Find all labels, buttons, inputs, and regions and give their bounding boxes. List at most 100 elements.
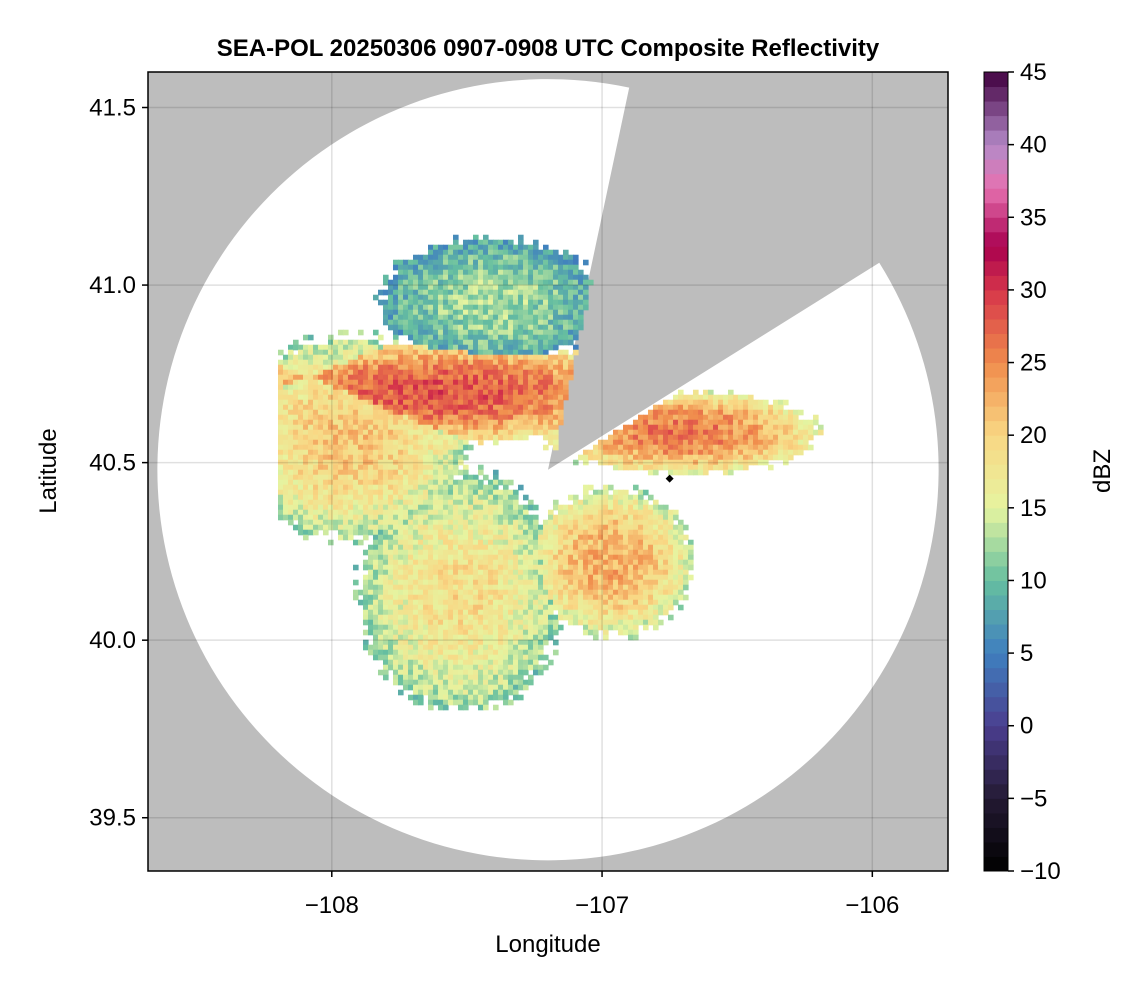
echo-pixel (503, 284, 509, 291)
echo-pixel (358, 539, 364, 546)
echo-pixel (428, 449, 434, 456)
echo-pixel (678, 409, 684, 416)
echo-pixel (593, 619, 599, 626)
echo-pixel (348, 444, 354, 451)
echo-pixel (578, 549, 584, 556)
echo-pixel (443, 694, 449, 701)
echo-pixel (398, 489, 404, 496)
echo-pixel (508, 664, 514, 671)
echo-pixel (488, 434, 494, 441)
echo-pixel (373, 394, 379, 401)
echo-pixel (463, 349, 469, 356)
echo-pixel (448, 379, 454, 386)
echo-pixel (498, 254, 504, 261)
echo-pixel (473, 279, 479, 286)
echo-pixel (363, 574, 369, 581)
echo-pixel (498, 329, 504, 336)
echo-pixel (368, 584, 374, 591)
echo-pixel (698, 464, 704, 471)
echo-pixel (618, 544, 624, 551)
echo-pixel (403, 349, 409, 356)
echo-pixel (433, 694, 439, 701)
echo-pixel (528, 559, 534, 566)
echo-pixel (598, 449, 604, 456)
echo-pixel (433, 444, 439, 451)
echo-pixel (513, 609, 519, 616)
echo-pixel (683, 444, 689, 451)
echo-pixel (278, 504, 284, 511)
echo-pixel (398, 619, 404, 626)
echo-pixel (418, 349, 424, 356)
echo-pixel (463, 324, 469, 331)
echo-pixel (533, 544, 539, 551)
echo-pixel (643, 564, 649, 571)
echo-pixel (543, 404, 549, 411)
echo-pixel (403, 474, 409, 481)
echo-pixel (388, 584, 394, 591)
echo-pixel (708, 409, 714, 416)
echo-pixel (383, 304, 389, 311)
echo-pixel (403, 549, 409, 556)
echo-pixel (478, 354, 484, 361)
echo-pixel (358, 329, 364, 336)
echo-pixel (518, 279, 524, 286)
echo-pixel (543, 584, 549, 591)
echo-pixel (328, 434, 334, 441)
echo-pixel (683, 524, 689, 531)
echo-pixel (373, 359, 379, 366)
echo-pixel (378, 504, 384, 511)
echo-pixel (548, 394, 554, 401)
echo-pixel (508, 564, 514, 571)
echo-pixel (538, 639, 544, 646)
echo-pixel (508, 524, 514, 531)
echo-pixel (353, 539, 359, 546)
echo-pixel (498, 354, 504, 361)
echo-pixel (388, 539, 394, 546)
echo-pixel (443, 489, 449, 496)
echo-pixel (438, 634, 444, 641)
echo-pixel (573, 349, 579, 356)
echo-pixel (283, 449, 289, 456)
echo-pixel (568, 554, 574, 561)
echo-pixel (543, 374, 549, 381)
echo-pixel (558, 569, 564, 576)
echo-pixel (448, 524, 454, 531)
echo-pixel (518, 664, 524, 671)
echo-pixel (513, 599, 519, 606)
echo-pixel (578, 289, 584, 296)
echo-pixel (418, 264, 424, 271)
echo-pixel (533, 264, 539, 271)
echo-pixel (513, 489, 519, 496)
echo-pixel (438, 244, 444, 251)
echo-pixel (463, 559, 469, 566)
echo-pixel (483, 614, 489, 621)
echo-pixel (343, 519, 349, 526)
echo-pixel (413, 339, 419, 346)
echo-pixel (433, 574, 439, 581)
echo-pixel (468, 564, 474, 571)
echo-pixel (663, 404, 669, 411)
echo-pixel (328, 369, 334, 376)
echo-pixel (328, 379, 334, 386)
echo-pixel (573, 594, 579, 601)
echo-pixel (543, 629, 549, 636)
echo-pixel (418, 259, 424, 266)
echo-pixel (293, 524, 299, 531)
echo-pixel (433, 429, 439, 436)
echo-pixel (383, 434, 389, 441)
echo-pixel (448, 474, 454, 481)
echo-pixel (428, 269, 434, 276)
echo-pixel (453, 269, 459, 276)
echo-pixel (408, 459, 414, 466)
echo-pixel (418, 389, 424, 396)
echo-pixel (408, 639, 414, 646)
echo-pixel (473, 399, 479, 406)
echo-pixel (478, 629, 484, 636)
echo-pixel (493, 494, 499, 501)
echo-pixel (378, 429, 384, 436)
echo-pixel (418, 524, 424, 531)
echo-pixel (528, 564, 534, 571)
echo-pixel (433, 504, 439, 511)
echo-pixel (373, 654, 379, 661)
echo-pixel (288, 484, 294, 491)
